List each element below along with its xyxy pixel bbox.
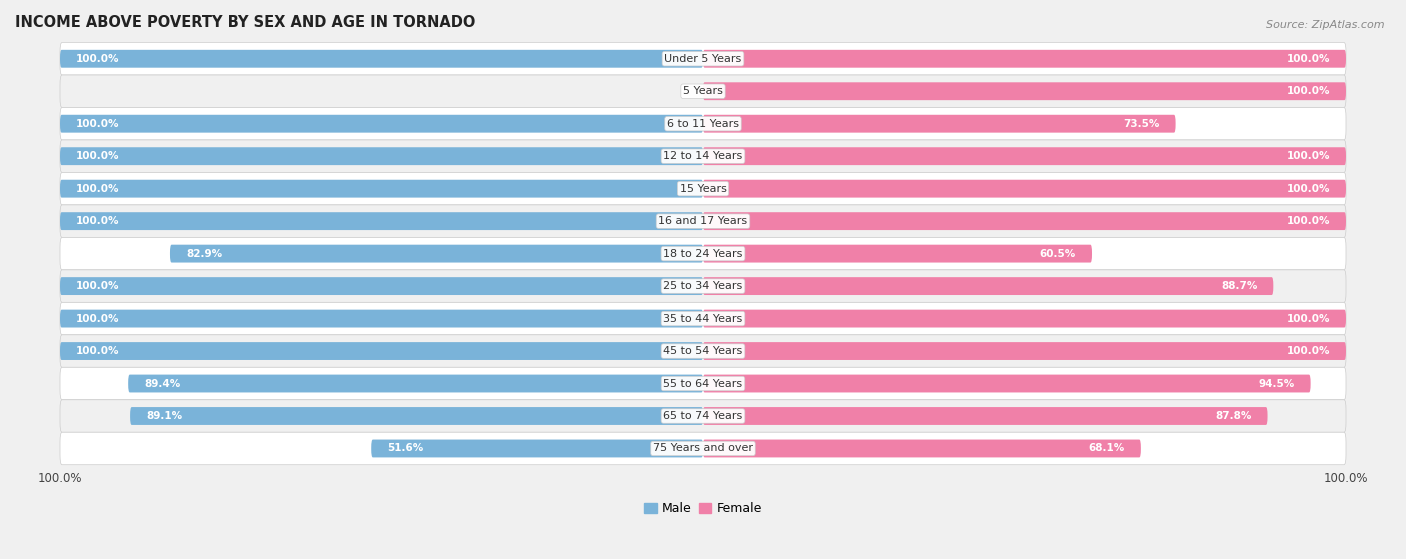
Text: 94.5%: 94.5% bbox=[1258, 378, 1295, 389]
Legend: Male, Female: Male, Female bbox=[644, 503, 762, 515]
Text: 100.0%: 100.0% bbox=[1286, 184, 1330, 193]
FancyBboxPatch shape bbox=[60, 342, 703, 360]
FancyBboxPatch shape bbox=[60, 238, 1346, 270]
Text: 16 and 17 Years: 16 and 17 Years bbox=[658, 216, 748, 226]
FancyBboxPatch shape bbox=[703, 212, 1346, 230]
Text: 89.4%: 89.4% bbox=[145, 378, 180, 389]
FancyBboxPatch shape bbox=[131, 407, 703, 425]
Text: 68.1%: 68.1% bbox=[1088, 443, 1125, 453]
FancyBboxPatch shape bbox=[60, 310, 703, 328]
FancyBboxPatch shape bbox=[60, 172, 1346, 205]
Text: Source: ZipAtlas.com: Source: ZipAtlas.com bbox=[1267, 20, 1385, 30]
Text: 89.1%: 89.1% bbox=[146, 411, 183, 421]
Text: 88.7%: 88.7% bbox=[1220, 281, 1257, 291]
FancyBboxPatch shape bbox=[703, 407, 1268, 425]
FancyBboxPatch shape bbox=[371, 439, 703, 457]
FancyBboxPatch shape bbox=[703, 245, 1092, 263]
Text: 12 to 14 Years: 12 to 14 Years bbox=[664, 151, 742, 161]
FancyBboxPatch shape bbox=[703, 180, 1346, 197]
Text: 51.6%: 51.6% bbox=[387, 443, 423, 453]
FancyBboxPatch shape bbox=[60, 180, 703, 197]
FancyBboxPatch shape bbox=[60, 147, 703, 165]
Text: Under 5 Years: Under 5 Years bbox=[665, 54, 741, 64]
FancyBboxPatch shape bbox=[703, 310, 1346, 328]
FancyBboxPatch shape bbox=[703, 277, 1274, 295]
Text: 73.5%: 73.5% bbox=[1123, 119, 1160, 129]
FancyBboxPatch shape bbox=[170, 245, 703, 263]
Text: 100.0%: 100.0% bbox=[76, 151, 120, 161]
FancyBboxPatch shape bbox=[60, 107, 1346, 140]
Text: 100.0%: 100.0% bbox=[76, 281, 120, 291]
Text: 82.9%: 82.9% bbox=[186, 249, 222, 259]
Text: 35 to 44 Years: 35 to 44 Years bbox=[664, 314, 742, 324]
Text: 100.0%: 100.0% bbox=[1286, 346, 1330, 356]
FancyBboxPatch shape bbox=[703, 147, 1346, 165]
Text: 100.0%: 100.0% bbox=[76, 54, 120, 64]
Text: 65 to 74 Years: 65 to 74 Years bbox=[664, 411, 742, 421]
FancyBboxPatch shape bbox=[60, 432, 1346, 465]
FancyBboxPatch shape bbox=[60, 212, 703, 230]
Text: 100.0%: 100.0% bbox=[76, 119, 120, 129]
Text: 60.5%: 60.5% bbox=[1039, 249, 1076, 259]
FancyBboxPatch shape bbox=[60, 367, 1346, 400]
FancyBboxPatch shape bbox=[703, 82, 1346, 100]
FancyBboxPatch shape bbox=[703, 375, 1310, 392]
FancyBboxPatch shape bbox=[60, 140, 1346, 172]
FancyBboxPatch shape bbox=[60, 400, 1346, 432]
FancyBboxPatch shape bbox=[60, 335, 1346, 367]
FancyBboxPatch shape bbox=[60, 277, 703, 295]
Text: 100.0%: 100.0% bbox=[76, 314, 120, 324]
Text: 100.0%: 100.0% bbox=[1286, 86, 1330, 96]
FancyBboxPatch shape bbox=[60, 270, 1346, 302]
Text: 100.0%: 100.0% bbox=[76, 216, 120, 226]
Text: 25 to 34 Years: 25 to 34 Years bbox=[664, 281, 742, 291]
FancyBboxPatch shape bbox=[60, 205, 1346, 238]
FancyBboxPatch shape bbox=[60, 302, 1346, 335]
Text: 18 to 24 Years: 18 to 24 Years bbox=[664, 249, 742, 259]
FancyBboxPatch shape bbox=[703, 115, 1175, 132]
FancyBboxPatch shape bbox=[60, 42, 1346, 75]
Text: 100.0%: 100.0% bbox=[1286, 216, 1330, 226]
Text: 100.0%: 100.0% bbox=[1286, 151, 1330, 161]
Text: 75 Years and over: 75 Years and over bbox=[652, 443, 754, 453]
Text: 100.0%: 100.0% bbox=[1286, 314, 1330, 324]
FancyBboxPatch shape bbox=[128, 375, 703, 392]
Text: 45 to 54 Years: 45 to 54 Years bbox=[664, 346, 742, 356]
Text: 6 to 11 Years: 6 to 11 Years bbox=[666, 119, 740, 129]
FancyBboxPatch shape bbox=[703, 439, 1140, 457]
Text: INCOME ABOVE POVERTY BY SEX AND AGE IN TORNADO: INCOME ABOVE POVERTY BY SEX AND AGE IN T… bbox=[15, 15, 475, 30]
Text: 100.0%: 100.0% bbox=[1286, 54, 1330, 64]
FancyBboxPatch shape bbox=[703, 342, 1346, 360]
Text: 5 Years: 5 Years bbox=[683, 86, 723, 96]
Text: 100.0%: 100.0% bbox=[76, 184, 120, 193]
FancyBboxPatch shape bbox=[60, 115, 703, 132]
Text: 87.8%: 87.8% bbox=[1215, 411, 1251, 421]
FancyBboxPatch shape bbox=[60, 50, 703, 68]
FancyBboxPatch shape bbox=[60, 75, 1346, 107]
FancyBboxPatch shape bbox=[703, 50, 1346, 68]
Text: 100.0%: 100.0% bbox=[76, 346, 120, 356]
Text: 55 to 64 Years: 55 to 64 Years bbox=[664, 378, 742, 389]
Text: 15 Years: 15 Years bbox=[679, 184, 727, 193]
